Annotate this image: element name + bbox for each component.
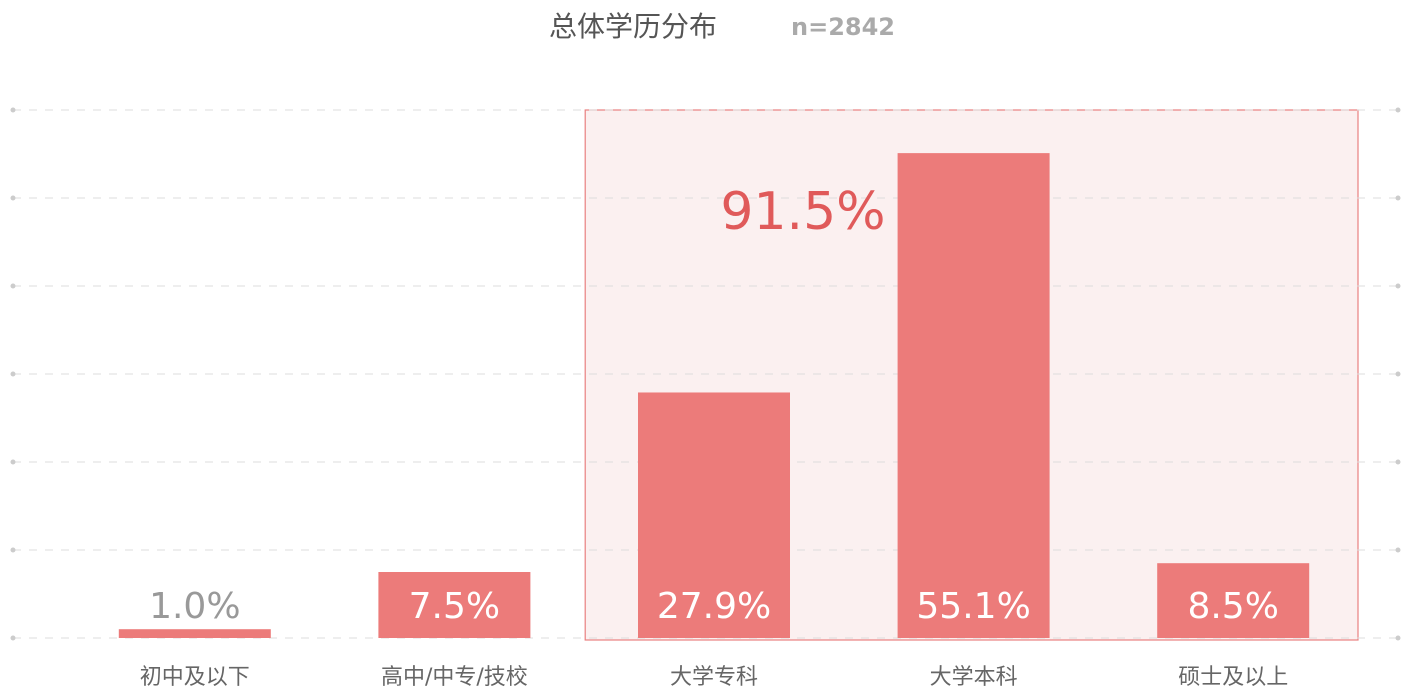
grid-dot <box>10 459 16 465</box>
value-label: 8.5% <box>1187 586 1278 627</box>
value-label: 55.1% <box>916 586 1030 627</box>
bar <box>638 392 790 638</box>
grid-dot <box>10 371 16 377</box>
grid-dot <box>1395 107 1401 113</box>
grid-dot <box>1395 635 1401 641</box>
x-tick-label: 初中及以下 <box>140 665 250 690</box>
grid-dot <box>10 547 16 553</box>
value-label: 1.0% <box>149 586 240 627</box>
chart-subtitle: n=2842 <box>791 13 895 41</box>
grid-dot <box>10 635 16 641</box>
bar <box>378 572 531 638</box>
grid-dot <box>1395 283 1401 289</box>
x-tick-label: 硕士及以上 <box>1178 665 1288 690</box>
grid-dot <box>1395 195 1401 201</box>
grid-dot <box>10 195 16 201</box>
highlight-label: 91.5% <box>720 182 885 242</box>
grid-dot <box>10 107 16 113</box>
value-label: 27.9% <box>657 586 771 627</box>
x-tick-label: 大学专科 <box>670 665 758 690</box>
grid-dot <box>1395 459 1401 465</box>
grid-dot <box>10 283 16 289</box>
bar <box>1157 563 1310 638</box>
bar <box>897 153 1050 638</box>
x-tick-label: 大学本科 <box>930 665 1018 690</box>
grid-dot <box>1395 547 1401 553</box>
grid-dot <box>1395 371 1401 377</box>
x-tick-label: 高中/中专/技校 <box>381 665 528 690</box>
bar <box>118 629 271 638</box>
chart-title: 总体学历分布 <box>549 10 717 43</box>
value-label: 7.5% <box>409 586 500 627</box>
